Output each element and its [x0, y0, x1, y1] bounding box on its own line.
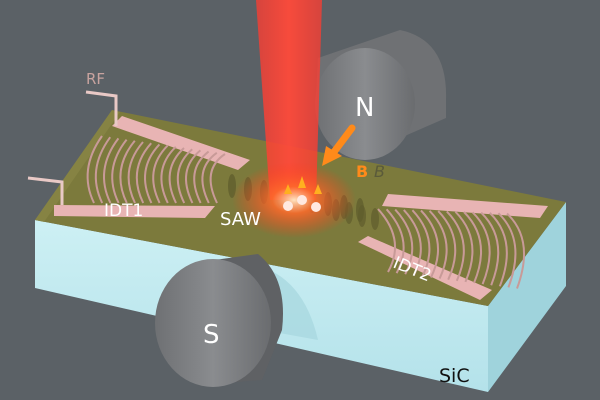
idt1-fingers	[86, 135, 226, 204]
idt2-finger	[471, 211, 491, 285]
rf-wire-lower	[27, 176, 64, 205]
sic-substrate-right-side	[488, 202, 566, 392]
north-magnet-face	[315, 48, 415, 160]
idt2-finger	[454, 210, 474, 283]
laser-spot-glow	[232, 162, 356, 238]
idt2-finger	[506, 212, 526, 289]
north-magnet	[315, 30, 447, 160]
idt2-finger	[463, 211, 483, 284]
saw-label: SAW	[220, 209, 261, 230]
idt2-finger	[497, 212, 517, 288]
substrate-label: SiC	[439, 365, 470, 387]
b-field-italic-label: B	[374, 162, 385, 181]
idt1-finger	[127, 141, 144, 204]
rf-label: RF	[86, 70, 105, 88]
saw-ripple	[358, 205, 366, 227]
idt2-finger	[437, 210, 457, 281]
idt1-finger	[135, 142, 152, 204]
rf-wire-upper	[85, 90, 118, 126]
b-field-label: B	[356, 162, 368, 181]
idt2-finger	[428, 210, 448, 280]
rf-wires	[27, 90, 118, 205]
idt1-finger	[94, 136, 112, 204]
idt1-finger	[201, 151, 218, 204]
idt1-label: IDT1	[104, 201, 143, 221]
idt1-lower-bus	[54, 205, 215, 218]
idt2-finger	[403, 209, 422, 276]
north-pole-label: N	[355, 93, 374, 123]
south-pole-label: S	[203, 320, 220, 350]
idt1-finger	[168, 147, 185, 204]
idt2-finger	[420, 209, 439, 278]
idt2-finger	[385, 208, 405, 274]
emitter-dot	[311, 202, 321, 212]
idt1-upper-bus	[112, 116, 250, 170]
south-magnet	[155, 254, 283, 387]
emitters	[283, 176, 322, 212]
emitter-dot	[283, 201, 293, 211]
idt2-upper-bus	[382, 194, 548, 218]
saw-ripple	[371, 208, 379, 230]
idt1	[54, 116, 250, 218]
idt1-finger	[193, 150, 210, 204]
idt1-finger	[111, 138, 128, 204]
idt1-finger	[185, 149, 202, 204]
idt1-finger	[103, 137, 120, 204]
idt2-finger	[394, 208, 414, 275]
idt2-finger	[489, 212, 508, 287]
idt2-finger	[480, 211, 500, 286]
laser-beam	[256, 0, 322, 200]
idt1-finger	[209, 153, 226, 204]
idt2-fingers	[377, 208, 526, 289]
idt2-finger	[446, 210, 465, 282]
idt1-finger	[152, 144, 169, 204]
idt1-finger	[119, 140, 136, 204]
idt2	[358, 194, 548, 300]
emitter-dot	[297, 195, 307, 205]
idt2-finger	[411, 209, 431, 277]
idt2-finger	[377, 208, 396, 273]
b-field-arrow	[322, 124, 356, 166]
south-magnet-face	[155, 259, 271, 387]
idt1-finger	[160, 146, 177, 204]
idt1-finger	[86, 135, 103, 204]
idt1-finger	[144, 143, 161, 204]
idt1-finger	[176, 148, 193, 204]
